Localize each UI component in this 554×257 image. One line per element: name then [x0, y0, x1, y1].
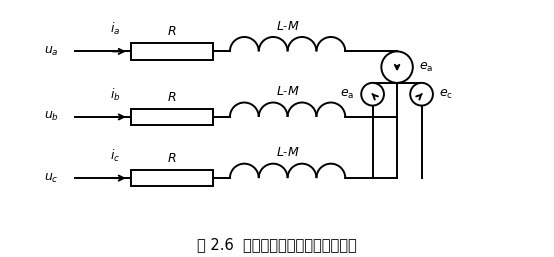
Bar — [131, 43, 213, 60]
Text: $u_{a}$: $u_{a}$ — [44, 45, 59, 58]
Text: $R$: $R$ — [167, 25, 177, 38]
Text: $e_\mathrm{a}$: $e_\mathrm{a}$ — [340, 88, 355, 101]
Text: $i_{b}$: $i_{b}$ — [110, 87, 120, 103]
Circle shape — [410, 83, 433, 106]
Text: $e_\mathrm{a}$: $e_\mathrm{a}$ — [419, 61, 434, 74]
Text: $R$: $R$ — [167, 152, 177, 165]
Text: $L$-$M$: $L$-$M$ — [276, 146, 299, 159]
Text: $R$: $R$ — [167, 91, 177, 104]
Bar — [131, 170, 213, 186]
Text: $i_{a}$: $i_{a}$ — [110, 21, 120, 37]
Text: $L$-$M$: $L$-$M$ — [276, 85, 299, 98]
Text: $i_{c}$: $i_{c}$ — [110, 148, 120, 164]
Circle shape — [381, 51, 413, 83]
Bar — [131, 109, 213, 125]
Text: $u_{b}$: $u_{b}$ — [44, 111, 59, 123]
Text: $L$-$M$: $L$-$M$ — [276, 20, 299, 33]
Text: 图 2.6  永磁无刷直流电机等效电路图: 图 2.6 永磁无刷直流电机等效电路图 — [197, 237, 357, 252]
Text: $u_{c}$: $u_{c}$ — [44, 172, 59, 185]
Circle shape — [361, 83, 384, 106]
Text: $e_\mathrm{c}$: $e_\mathrm{c}$ — [439, 88, 454, 101]
